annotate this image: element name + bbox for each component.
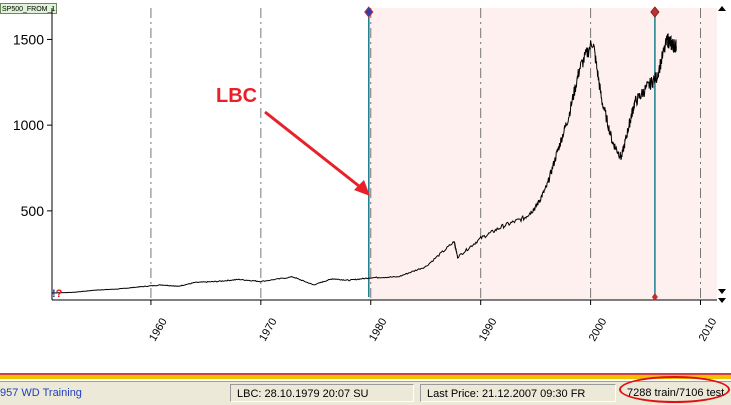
x-tick-label: 1960 [147,316,170,343]
status-mode: 957 WD Training [0,387,82,399]
y-tick-label: 1500 [13,31,44,47]
chart-corner-marks[interactable]: !? [52,288,62,300]
exclamation-mark[interactable]: ! [52,288,56,300]
highlight-ellipse [619,376,730,403]
lbc-annotation: LBC [216,85,370,196]
split-handle-top[interactable] [650,6,660,18]
status-lbc: LBC: 28.10.1979 20:07 SU [230,384,414,402]
x-tick-label: 1990 [477,316,500,343]
x-tick-label: 1980 [367,316,390,343]
scroll-up-arrow-icon[interactable] [718,6,726,11]
status-last-price: Last Price: 21.12.2007 09:30 FR [420,384,616,402]
split-handle-top[interactable] [364,6,374,18]
x-tick-label: 2000 [587,316,610,343]
split-handle-bottom[interactable] [651,293,658,301]
question-mark[interactable]: ? [55,288,63,300]
sp500-price-line [51,33,677,294]
scroll-down-arrow-icon[interactable] [718,298,726,303]
chart-tab-label[interactable]: SP500_FROM_1... [0,3,57,14]
y-tick-label: 1000 [13,117,44,133]
x-tick-label: 1970 [257,316,280,343]
lbc-arrowhead [354,180,370,196]
stripe-red [0,373,731,375]
vertical-grid-lines [150,8,702,300]
scroll-down-arrow-icon[interactable] [718,289,726,294]
split-lines[interactable] [364,6,660,301]
stripe-yellow [0,375,731,379]
x-tick-label: 2010 [697,316,720,343]
y-tick-label: 500 [21,203,45,219]
lbc-arrow [264,110,365,192]
y-axis: 500 1000 1500 [13,31,52,219]
test-region-shading [368,8,717,300]
x-axis: 1960 1970 1980 1990 2000 2010 [147,300,719,344]
lbc-annotation-label: LBC [216,85,257,107]
price-chart: 500 1000 1500 1960 1970 1980 1990 2000 2010 LBC [13,6,719,344]
